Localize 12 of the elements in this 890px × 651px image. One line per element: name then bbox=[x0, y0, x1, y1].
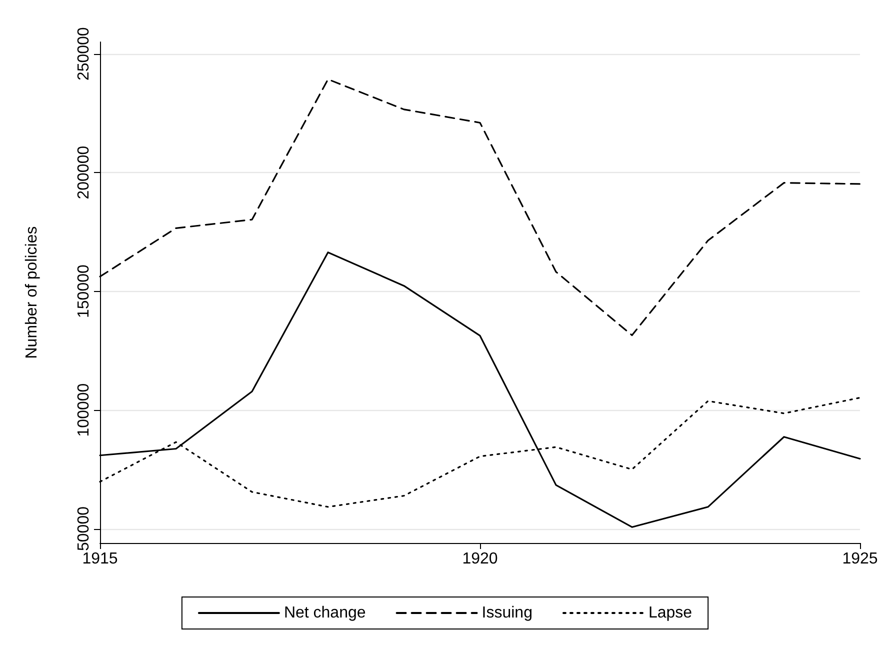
x-tick-label: 1920 bbox=[462, 550, 498, 568]
y-tick-label: 150000 bbox=[76, 264, 92, 318]
y-tick-label: 50000 bbox=[76, 506, 92, 552]
legend-label: Issuing bbox=[482, 604, 532, 622]
x-tick-label: 1925 bbox=[842, 550, 878, 568]
x-tick-label: 1915 bbox=[82, 550, 118, 568]
legend-label: Lapse bbox=[648, 604, 692, 622]
y-tick-label: 100000 bbox=[76, 383, 92, 437]
legend-label: Net change bbox=[284, 604, 366, 622]
y-tick-label: 200000 bbox=[76, 146, 92, 200]
y-axis-title: Number of policies bbox=[24, 226, 40, 359]
y-tick-label: 250000 bbox=[76, 27, 92, 81]
